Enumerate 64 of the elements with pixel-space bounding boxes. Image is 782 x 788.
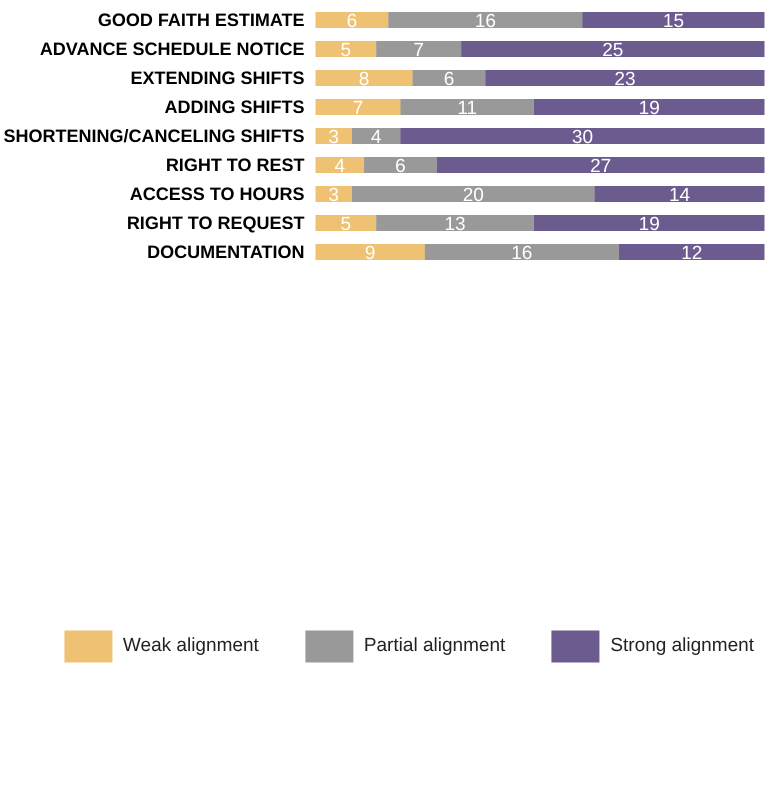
y-tick-label: ACCESS TO HOURS [130,184,305,204]
bar [412,70,486,86]
data-label: 27 [590,156,612,177]
data-label: 6 [444,69,454,90]
data-label: 14 [668,185,691,206]
data-label: 25 [602,40,624,61]
data-label: 30 [572,127,594,148]
bar [352,186,595,202]
bar [316,215,376,231]
legend-label: Strong alignment [610,635,754,657]
data-label: 16 [511,243,532,264]
data-label: 5 [340,40,352,61]
bar [316,99,400,115]
data-label: 13 [444,214,466,235]
data-label: 4 [370,127,382,148]
data-label: 16 [474,11,496,32]
bar [352,128,400,144]
bar [316,12,388,28]
data-label: 8 [358,69,370,90]
bar [485,70,764,86]
data-label: 20 [462,185,484,206]
data-label: 7 [352,98,364,119]
data-label: 19 [638,98,660,119]
y-tick-label: RIGHT TO REQUEST [126,213,305,233]
y-tick-label: DOCUMENTATION [147,242,305,262]
bar [388,12,582,28]
y-tick-label: RIGHT TO REST [166,155,305,175]
data-label: 7 [413,40,424,61]
data-label: 3 [328,127,339,148]
data-label: 6 [346,11,358,32]
data-label: 19 [638,214,660,235]
bar [618,244,764,260]
bar [461,41,764,57]
bar [594,186,764,202]
legend-label: Weak alignment [122,635,259,657]
y-tick-label: EXTENDING SHIFTS [130,68,304,88]
bar [534,99,764,115]
data-label: 11 [457,98,478,119]
bar [582,12,764,28]
data-label: 12 [681,243,702,264]
bar [316,157,364,173]
bar [400,99,534,115]
data-label: 4 [334,156,346,177]
bar [534,215,764,231]
bar [400,128,764,144]
bar [424,244,619,260]
data-label: 15 [662,11,684,32]
legend-label: Partial alignment [364,635,506,657]
data-label: 23 [614,69,636,90]
y-tick-label: ADVANCE SCHEDULE NOTICE [40,39,305,59]
data-label: 6 [395,156,406,177]
bar [376,215,534,231]
bar [436,157,764,173]
y-tick-label: SHORTENING/CANCELING SHIFTS [3,126,305,146]
y-tick-label: ADDING SHIFTS [164,97,305,117]
data-label: 5 [340,214,352,235]
bar [316,70,413,86]
bar [316,41,376,57]
y-tick-label: GOOD FAITH ESTIMATE [98,10,305,30]
bar [364,157,437,173]
bar [376,41,462,57]
data-label: 9 [364,243,376,264]
data-label: 3 [328,185,339,206]
bar [316,244,425,260]
